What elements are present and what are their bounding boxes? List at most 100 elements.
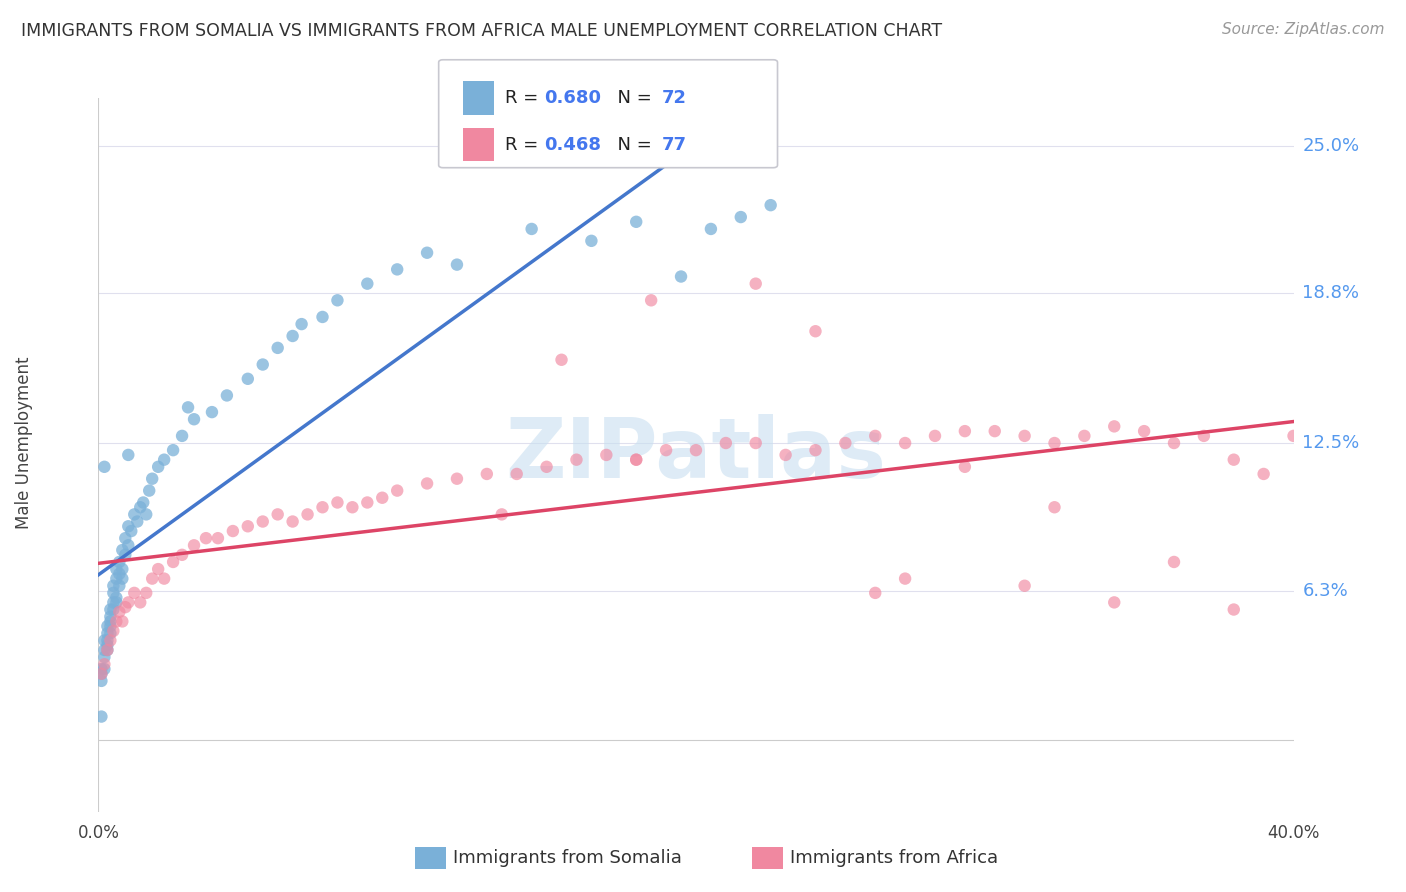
Point [1043,436,1066,450]
Point [124,586,146,600]
Point [96,633,118,648]
Point [124,508,146,522]
Point [93,459,115,474]
Text: 77: 77 [662,136,688,153]
Point [114,600,136,615]
Point [326,293,349,308]
Point [105,615,128,629]
Point [714,436,737,450]
Text: Immigrants from Somalia: Immigrants from Somalia [453,849,682,867]
Point [1104,419,1126,434]
Point [96,643,118,657]
Text: 12.5%: 12.5% [1302,434,1360,452]
Point [111,562,134,576]
Point [111,615,134,629]
Point [117,538,139,552]
Point [96,638,118,652]
Point [1014,579,1036,593]
Point [103,624,125,638]
Point [685,443,707,458]
Point [236,519,259,533]
Point [114,531,136,545]
Point [446,258,468,272]
Point [98,633,122,648]
Point [93,650,115,665]
Text: 6.3%: 6.3% [1302,582,1348,599]
Point [416,476,439,491]
Point [595,448,617,462]
Point [1104,595,1126,609]
Point [108,579,131,593]
Point [491,508,513,522]
Point [105,562,128,576]
Point [804,443,827,458]
Point [162,443,184,458]
Point [640,293,662,308]
Point [105,595,128,609]
Point [745,277,768,291]
Point [356,277,378,291]
Point [775,448,797,462]
Point [834,436,856,450]
Point [1282,429,1305,443]
Text: 0.0%: 0.0% [77,823,120,842]
Point [98,619,122,633]
Point [148,459,170,474]
Point [90,662,112,676]
Point [550,352,572,367]
Point [924,429,946,443]
Point [267,341,290,355]
Point [894,436,917,450]
Point [984,424,1007,438]
Point [90,666,112,681]
Text: 40.0%: 40.0% [1267,823,1320,842]
Point [98,609,122,624]
Point [297,508,319,522]
Point [1043,500,1066,515]
Point [700,222,723,236]
Point [111,543,134,558]
Point [1163,436,1185,450]
Point [730,210,752,224]
Point [153,452,176,467]
Text: 18.8%: 18.8% [1302,285,1360,302]
Point [291,317,314,331]
Point [96,626,118,640]
Text: IMMIGRANTS FROM SOMALIA VS IMMIGRANTS FROM AFRICA MALE UNEMPLOYMENT CORRELATION : IMMIGRANTS FROM SOMALIA VS IMMIGRANTS FR… [21,22,942,40]
Point [267,508,290,522]
Point [129,595,152,609]
Point [342,500,364,515]
Text: Source: ZipAtlas.com: Source: ZipAtlas.com [1222,22,1385,37]
Point [93,662,115,676]
Point [416,245,439,260]
Point [172,548,194,562]
Point [356,495,378,509]
Text: N =: N = [606,89,658,107]
Point [153,572,176,586]
Point [1253,467,1275,481]
Point [475,467,498,481]
Point [894,572,917,586]
Point [565,452,588,467]
Text: R =: R = [505,136,544,153]
Point [252,515,274,529]
Point [108,555,131,569]
Point [281,515,304,529]
Point [385,262,409,277]
Point [804,324,827,338]
Point [138,483,160,498]
Point [759,198,782,212]
Text: Male Unemployment: Male Unemployment [14,357,32,529]
Point [669,269,692,284]
Point [311,310,333,324]
Point [1014,429,1036,443]
Point [93,643,115,657]
Point [105,572,128,586]
Point [626,452,648,467]
Point [183,538,205,552]
Point [96,619,118,633]
Point [252,358,274,372]
Point [215,388,238,402]
Point [195,531,218,545]
Point [172,429,194,443]
